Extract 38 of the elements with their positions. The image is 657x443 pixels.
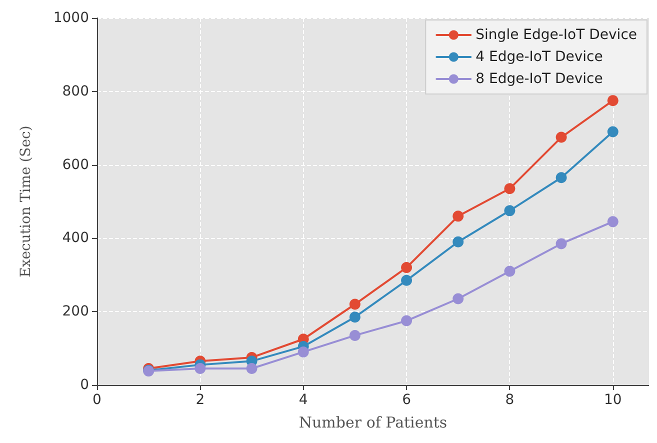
point bbox=[349, 312, 360, 323]
point bbox=[452, 293, 464, 304]
legend-label: Single Edge-IoT Device bbox=[476, 27, 638, 43]
x-tick-label: 6 bbox=[402, 392, 412, 408]
point bbox=[349, 298, 360, 310]
point bbox=[504, 183, 516, 194]
point bbox=[556, 132, 567, 143]
y-tick-label: 200 bbox=[62, 304, 89, 320]
point bbox=[401, 274, 412, 286]
x-tick-label: 4 bbox=[298, 392, 308, 408]
legend-label: 4 Edge-IoT Device bbox=[476, 49, 603, 65]
y-tick-label: 800 bbox=[62, 83, 89, 100]
point bbox=[607, 95, 618, 106]
point bbox=[246, 362, 258, 374]
point bbox=[452, 210, 464, 222]
point bbox=[504, 266, 516, 277]
point bbox=[556, 238, 567, 250]
x-tick-label: 2 bbox=[196, 392, 205, 408]
y-tick-label: 600 bbox=[62, 156, 89, 173]
point bbox=[452, 236, 464, 248]
x-tick-label: 0 bbox=[92, 392, 102, 408]
legend-label: 8 Edge-IoT Device bbox=[476, 71, 603, 87]
y-tick-label: 1000 bbox=[53, 10, 89, 26]
x-tick-label: 8 bbox=[505, 392, 514, 408]
point bbox=[298, 346, 309, 358]
point bbox=[556, 172, 567, 184]
point bbox=[401, 262, 412, 274]
y-tick-label: 400 bbox=[62, 230, 89, 246]
point bbox=[194, 362, 206, 374]
x-tick-label: 10 bbox=[604, 392, 622, 408]
x-axis-title: Number of Patients bbox=[298, 414, 448, 432]
point bbox=[401, 315, 412, 326]
y-tick-label: 0 bbox=[80, 377, 89, 393]
point bbox=[607, 126, 618, 138]
point bbox=[349, 330, 360, 341]
point bbox=[607, 216, 618, 228]
point bbox=[504, 205, 516, 216]
y-axis-title: Execution Time (Sec) bbox=[18, 126, 34, 278]
